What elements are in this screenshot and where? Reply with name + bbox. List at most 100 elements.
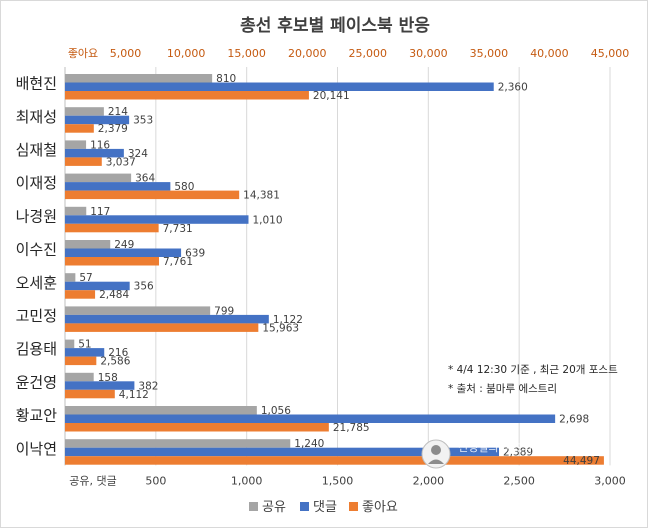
legend: 공유 댓글 좋아요 [249, 500, 398, 515]
bar-like [65, 389, 115, 399]
bar-like [65, 91, 309, 100]
note-source: * 출처 : 붐마루 에스트리 [448, 383, 557, 395]
bar-comment [65, 82, 494, 91]
category-label: 배현진 [16, 75, 57, 93]
legend-label-share: 공유 [262, 500, 286, 515]
bar-share [65, 372, 94, 382]
top-tick-label: 15,000 [227, 47, 266, 60]
bar-like [65, 157, 102, 166]
top-axis-title: 좋아요 [68, 47, 98, 60]
bar-comment [65, 348, 105, 357]
bar-like [65, 456, 604, 465]
data-label-like: 4,112 [119, 389, 149, 401]
data-label-like: 2,379 [98, 123, 128, 135]
data-label-like: 3,037 [106, 156, 136, 168]
data-label-share: 214 [108, 106, 128, 118]
top-tick-label: 45,000 [591, 47, 630, 60]
bar-share [65, 107, 104, 116]
watermark-text: 신명철의 하츠의 꿈 [458, 440, 546, 454]
bottom-tick-label: 2,000 [413, 474, 445, 487]
data-label-share: 799 [214, 305, 234, 317]
watermark-avatar-body [428, 459, 444, 464]
data-label-share: 51 [78, 339, 91, 351]
bar-like [65, 356, 97, 366]
bar-comment [65, 248, 182, 257]
data-label-share: 116 [90, 139, 110, 151]
legend-swatch-like [349, 502, 358, 511]
bar-like [65, 290, 96, 299]
bar-share [65, 240, 111, 249]
data-label-comment: 382 [138, 380, 158, 392]
bar-like [65, 423, 329, 432]
bar-share [65, 273, 76, 282]
data-label-comment: 2,389 [503, 447, 533, 459]
bottom-axis-title: 공유, 댓글 [69, 474, 116, 487]
data-label-comment: 216 [108, 347, 128, 359]
top-tick-label: 5,000 [110, 47, 142, 60]
data-label-like: 44,497 [563, 455, 600, 467]
bottom-tick-label: 3,000 [594, 474, 626, 487]
grid-lines [64, 67, 611, 466]
legend-label-comment: 댓글 [313, 500, 337, 515]
data-label-comment: 353 [133, 115, 153, 127]
bar-share [65, 173, 132, 183]
data-label-comment: 2,360 [498, 82, 528, 94]
data-label-share: 1,240 [294, 438, 324, 450]
watermark-avatar-head [431, 445, 441, 455]
category-label: 황교안 [16, 407, 58, 425]
bar-comment [65, 215, 249, 224]
top-tick-label: 35,000 [470, 47, 509, 60]
data-label-share: 810 [216, 73, 236, 85]
top-axis-ticks: 좋아요 5,000 10,000 15,000 20,000 25,000 30,000 35… [68, 47, 629, 60]
bottom-tick-label: 2,500 [503, 474, 535, 487]
category-label: 최재성 [16, 108, 57, 126]
bar-comment [65, 414, 556, 423]
bar-like [65, 190, 240, 200]
bar-share [65, 339, 75, 349]
chart-title: 총선 후보별 페이스북 반응 [240, 15, 430, 36]
data-label-share: 249 [114, 239, 134, 251]
data-label-comment: 639 [185, 248, 205, 260]
note-time: * 4/4 12:30 기준 , 최근 20개 포스트 [448, 364, 618, 376]
bar-comment [65, 115, 130, 125]
category-label: 심재철 [16, 141, 57, 159]
top-tick-label: 20,000 [288, 47, 327, 60]
category-label: 나경원 [16, 207, 57, 225]
top-tick-label: 10,000 [167, 47, 206, 60]
notes: * 4/4 12:30 기준 , 최근 20개 포스트 * 출처 : 붐마루 에… [448, 364, 618, 395]
bar-comment [65, 182, 171, 191]
category-label: 이낙연 [16, 440, 57, 458]
bar-share [65, 140, 87, 149]
bottom-tick-label: 1,500 [322, 474, 354, 487]
bar-comment [65, 314, 269, 324]
bottom-tick-label: 500 [145, 474, 166, 487]
legend-item-share: 공유 [249, 500, 286, 515]
data-label-share: 158 [98, 372, 118, 384]
data-label-like: 21,785 [333, 422, 370, 434]
data-label-like: 7,731 [163, 223, 193, 235]
top-tick-label: 30,000 [409, 47, 448, 60]
bar-share [65, 439, 291, 448]
category-label: 김용태 [16, 340, 57, 358]
bar-comment [65, 447, 500, 457]
bar-like [65, 323, 259, 332]
bar-comment [65, 281, 130, 291]
category-label: 이수진 [16, 241, 57, 259]
legend-item-like: 좋아요 [349, 500, 398, 515]
data-label-share: 1,056 [261, 405, 291, 417]
data-label-comment: 580 [174, 181, 194, 193]
bottom-axis-ticks: 공유, 댓글 500 1,000 1,500 2,000 2,500 3,000 [69, 474, 625, 487]
data-label-comment: 2,698 [559, 414, 589, 426]
bar-like [65, 124, 94, 133]
bar-share [65, 206, 87, 216]
bars [65, 74, 604, 465]
legend-item-comment: 댓글 [300, 500, 337, 515]
bar-share [65, 406, 257, 415]
category-label: 오세훈 [16, 274, 57, 292]
data-label-share: 117 [90, 206, 110, 218]
legend-swatch-share [249, 502, 258, 511]
category-label: 이재정 [16, 174, 57, 192]
bar-comment [65, 148, 124, 158]
